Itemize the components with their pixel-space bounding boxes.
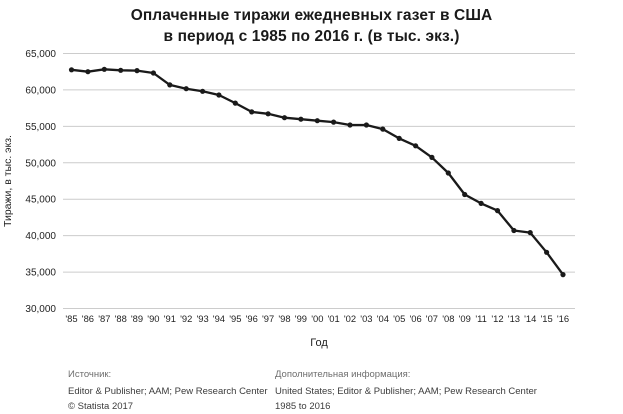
y-tick-label: 45,000 [25,195,56,206]
additional-info-value: United States; Editor & Publisher; AAM; … [275,385,537,397]
source-label: Источник: [68,369,112,380]
additional-info-range: 1985 to 2016 [275,401,331,412]
x-tick-label: '90 [147,313,159,324]
x-tick-label: '16 [557,313,569,324]
chart-title-line1: Оплаченные тиражи ежедневных газет в США [130,7,493,24]
data-point [560,272,566,278]
x-tick-label: '92 [180,313,192,324]
x-tick-label: '07 [426,313,438,324]
data-point [101,66,107,72]
data-point [511,227,517,234]
data-point [85,69,91,75]
data-line [70,68,565,276]
x-tick-label: '09 [459,313,471,324]
chart-title-line2: в период с 1985 по 2016 г. (в тыс. экз.) [163,28,460,45]
additional-info-label: Дополнительная информация: [275,369,411,380]
data-point [68,67,75,73]
x-tick-label: '96 [246,313,258,324]
y-tick-label: 50,000 [25,158,56,169]
data-point [363,122,369,128]
x-tick-label: '02 [344,313,356,324]
y-axis-title: Тиражи, в тыс. экз. [2,135,14,227]
data-point [216,92,222,98]
x-tick-label: '13 [508,313,520,324]
data-point [200,88,206,94]
data-point [150,70,156,76]
x-tick-label: '01 [327,313,339,324]
x-tick-label: '89 [131,313,143,324]
data-point [347,122,353,128]
data-point [462,191,468,198]
data-point [429,154,435,160]
data-point [183,86,189,92]
x-tick-label: '06 [409,313,421,324]
data-point [494,208,501,214]
data-point [232,100,238,106]
x-tick-label: '94 [213,313,225,324]
x-tick-label: '04 [377,313,389,324]
data-point [527,230,533,236]
data-point [413,143,419,149]
x-tick-label: '95 [229,313,241,324]
y-tick-label: 55,000 [25,122,56,133]
source-block: Источник: Editor & Publisher; AAM; Pew R… [68,367,268,414]
data-point [249,109,255,115]
x-tick-label: '99 [295,313,307,324]
x-tick-label: '12 [491,313,503,324]
y-tick-label: 35,000 [25,268,56,279]
x-tick-label: '11 [475,313,487,324]
x-tick-label: '86 [82,313,94,324]
data-point [544,249,550,255]
y-tick-label: 60,000 [25,85,56,96]
data-point [167,82,173,88]
data-point [281,115,288,121]
x-tick-label: '15 [540,313,552,324]
data-point [298,116,304,122]
additional-info-block: Дополнительная информация: United States… [275,367,537,414]
data-point [134,68,140,74]
data-point [445,170,451,176]
data-point [380,126,386,132]
x-tick-label: '98 [278,313,290,324]
data-point [265,111,271,117]
x-tick-label: '08 [442,313,454,324]
x-tick-label: '00 [311,313,323,324]
x-tick-label: '03 [360,313,372,324]
data-point [118,67,124,73]
y-tick-label: 30,000 [25,304,56,315]
data-point [331,119,337,125]
x-tick-label: '87 [98,313,110,324]
x-tick-label: '05 [393,313,405,324]
x-tick-label: '14 [524,313,536,324]
x-axis-title: Год [310,337,328,349]
data-point [396,135,402,141]
data-point [314,118,320,124]
chart-title: Оплаченные тиражи ежедневных газет в США… [0,5,623,47]
copyright-note: © Statista 2017 [68,401,134,412]
x-tick-label: '85 [65,313,77,324]
data-point [478,200,484,206]
x-tick-label: '88 [115,313,127,324]
y-tick-label: 40,000 [25,231,56,242]
x-tick-label: '91 [164,313,176,324]
x-tick-label: '97 [262,313,274,324]
source-value: Editor & Publisher; AAM; Pew Research Ce… [68,385,268,397]
y-tick-label: 65,000 [25,49,56,60]
x-tick-label: '93 [196,313,208,324]
